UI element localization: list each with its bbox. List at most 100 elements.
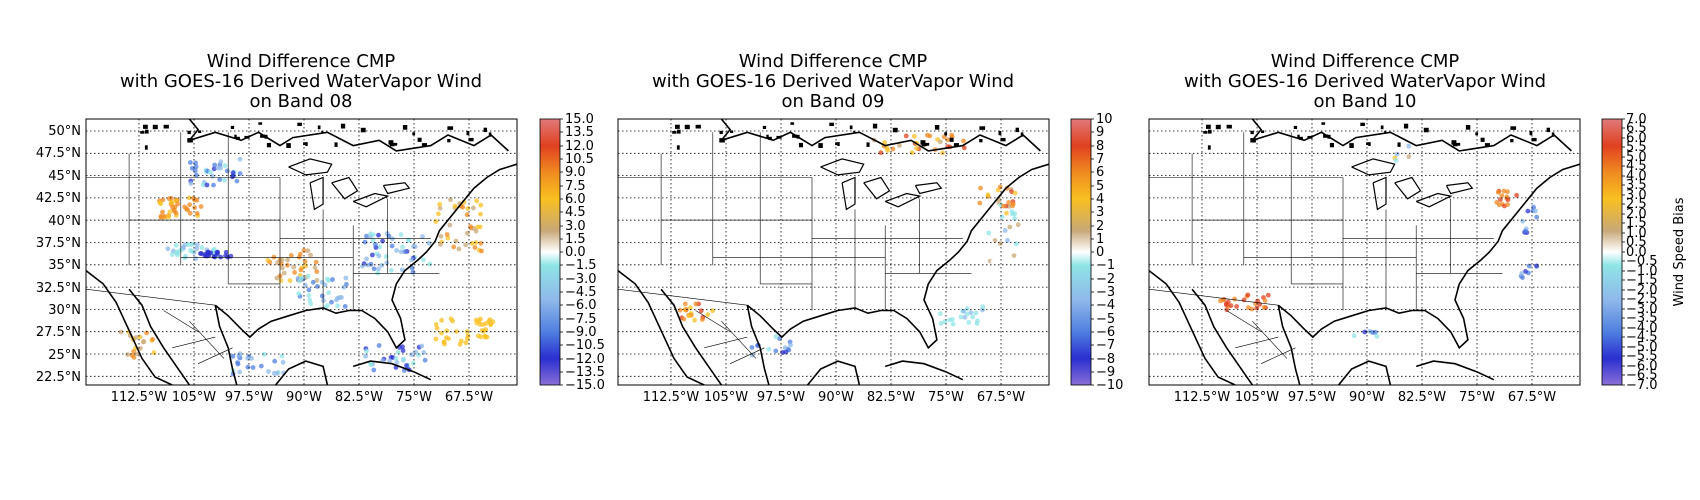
coastline — [746, 304, 791, 339]
colorbar-tick-label: −1.0 — [1626, 264, 1658, 279]
wind-obs-point — [693, 301, 699, 307]
colorbar-tick-label: −4.0 — [1626, 321, 1658, 336]
wind-obs-point — [182, 204, 188, 210]
wind-obs-point — [199, 251, 204, 256]
island — [892, 127, 898, 133]
wind-obs-point — [995, 257, 1001, 263]
lon-tick-label: 105°W — [1235, 390, 1279, 405]
wind-obs-point — [266, 369, 271, 374]
wind-obs-point — [337, 295, 343, 300]
island — [792, 134, 797, 138]
colorbar-tick-label: 6.0 — [565, 192, 586, 207]
island — [466, 130, 470, 136]
colorbar: 7.0 6.5 6.0 5.5 5.0 4.5 4.0 3.5 3.0 2.5 … — [1601, 112, 1687, 393]
island — [672, 131, 677, 134]
wind-obs-point — [377, 244, 383, 250]
wind-obs-point — [363, 353, 368, 359]
island — [829, 122, 834, 126]
wind-obs-point — [362, 239, 368, 245]
lake-outline — [1415, 192, 1453, 208]
island — [676, 145, 680, 150]
wind-obs-point — [133, 351, 139, 357]
wind-obs-point — [1010, 211, 1015, 217]
island — [1349, 143, 1354, 148]
colorbar-tick-label: −6.0 — [565, 298, 597, 313]
wind-obs-point — [436, 211, 441, 217]
island — [1455, 142, 1461, 146]
island — [979, 126, 986, 130]
political-border — [172, 336, 216, 349]
lon-tick-label: 90°W — [1349, 390, 1385, 405]
wind-obs-point — [938, 139, 943, 145]
lat-tick-label: 35°N — [48, 258, 81, 273]
lon-tick-label: 82.5°W — [1398, 390, 1446, 405]
colorbar-tick-label: 6.0 — [1626, 131, 1647, 146]
wind-obs-point — [236, 353, 242, 358]
wind-obs-point — [964, 311, 970, 317]
wind-obs-point — [682, 301, 688, 307]
coastline — [352, 360, 432, 381]
wind-obs-point — [1012, 190, 1018, 196]
colorbar-tick-label: 5 — [1096, 179, 1104, 194]
wind-obs-point — [1007, 224, 1013, 230]
island — [1293, 125, 1298, 129]
wind-obs-point — [439, 317, 444, 323]
wind-obs-point — [360, 263, 365, 269]
coastline — [806, 360, 861, 385]
wind-obs-point — [168, 200, 174, 206]
island — [1360, 122, 1365, 126]
wind-obs-point — [235, 360, 241, 365]
colorbar-gradient — [1070, 118, 1092, 386]
wind-obs-point — [474, 198, 480, 204]
colorbar-tick-label: 15.0 — [565, 112, 594, 127]
lon-tick-label: 75°W — [1459, 390, 1495, 405]
colorbar-tick-label: −0.5 — [1626, 254, 1658, 269]
longitude-tick-labels: 112.5°W 105°W 97.5°W 90°W 82.5°W 75°W 67… — [111, 390, 494, 405]
coastline — [1250, 119, 1572, 152]
island — [1226, 124, 1232, 129]
island — [421, 143, 427, 147]
wind-obs-point — [384, 260, 390, 266]
wind-obs-point — [261, 351, 267, 357]
island — [818, 143, 823, 148]
colorbar-axis-label: Wind Speed Bias — [1672, 197, 1687, 306]
colorbar-tick-label: 6.5 — [1626, 121, 1647, 136]
lat-tick-label: 45°N — [48, 169, 81, 184]
wind-obs-point — [380, 238, 385, 244]
colorbar-tick-label: 4.5 — [1626, 159, 1647, 174]
wind-obs-point — [364, 256, 369, 262]
colorbar-tick-label: −1.5 — [565, 258, 597, 273]
colorbar-tick-label: −13.5 — [565, 365, 605, 380]
lake-outline — [1445, 182, 1474, 195]
wind-obs-point — [1234, 304, 1239, 309]
wind-obs-point — [1261, 305, 1267, 310]
political-border — [1260, 347, 1296, 364]
wind-obs-point — [193, 160, 199, 166]
wind-obs-point — [438, 233, 444, 239]
wind-obs-point — [364, 348, 369, 354]
wind-obs-point — [305, 273, 311, 279]
colorbar-tick-label: 2.0 — [1626, 207, 1647, 222]
wind-obs-point — [370, 252, 375, 258]
wind-obs-point — [170, 205, 176, 210]
wind-obs-point — [342, 304, 348, 309]
wind-obs-point — [1262, 298, 1268, 303]
lon-tick-label: 75°W — [928, 390, 964, 405]
wind-obs-point — [782, 345, 788, 351]
wind-obs-point — [433, 322, 439, 327]
colorbar-tick-label: −2 — [1096, 272, 1115, 287]
coastline — [1277, 305, 1301, 385]
wind-obs-point — [766, 346, 772, 352]
island — [684, 124, 690, 130]
wind-obs-point — [456, 246, 462, 252]
wind-obs-point — [298, 267, 304, 273]
wind-obs-point — [388, 267, 394, 273]
map-frame — [1148, 118, 1581, 386]
wind-obs-point — [151, 350, 157, 356]
colorbar-gradient — [539, 118, 561, 386]
island — [837, 142, 840, 146]
wind-obs-point — [448, 197, 453, 203]
wind-obs-point — [469, 241, 475, 246]
island — [866, 142, 870, 147]
island — [719, 138, 725, 143]
